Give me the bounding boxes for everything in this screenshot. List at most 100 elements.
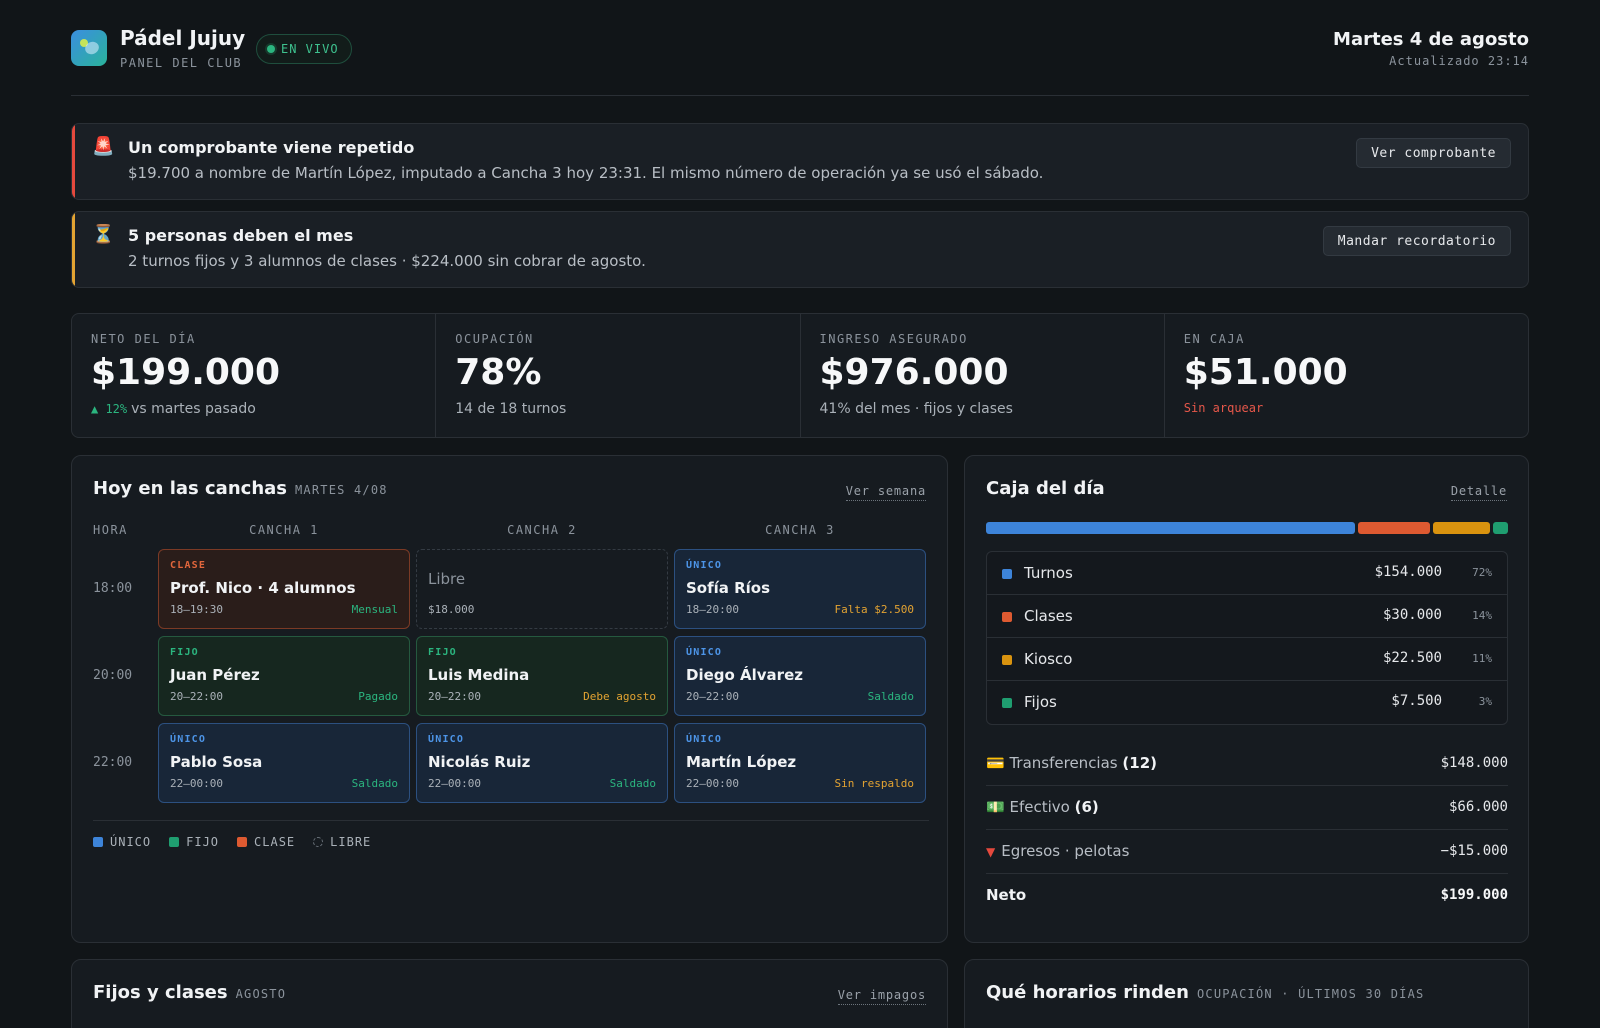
card-icon: 💳 [986,754,1005,772]
legend-swatch [93,837,103,847]
kpi-sub-warning: Sin arquear [1183,401,1264,415]
hour-column-header: HORA [93,523,128,537]
category-amount: $7.500 [1391,693,1442,709]
slot-status: Debe agosto [583,690,656,703]
slot-player: Diego Álvarez [686,666,803,684]
fixed-classes-panel: Fijos y clases AGOSTO Ver impagos [71,959,948,1028]
kpi-label: EN CAJA [1183,332,1245,346]
income-share-bar [986,522,1508,534]
club-name: Pádel Jujuy [120,26,246,50]
court-slot[interactable]: ÚNICO Diego Álvarez 20–22:00 Saldado [674,636,926,716]
court-slot[interactable]: FIJO Luis Medina 20–22:00 Debe agosto [416,636,668,716]
panel-title: Hoy en las canchas MARTES 4/08 [93,478,388,499]
hourglass-icon: ⏳ [92,224,115,245]
category-name: Fijos [1024,693,1057,711]
slot-type: FIJO [428,647,457,658]
hour-label: 20:00 [93,668,133,683]
slot-type: ÚNICO [686,734,723,745]
kpi-label: OCUPACIÓN [455,332,534,346]
court-slot[interactable]: CLASE Prof. Nico · 4 alumnos 18–19:30 Mensu… [158,549,410,629]
category-swatch [1002,569,1012,579]
category-percent: 3% [1478,695,1492,708]
court-slot-free[interactable]: Libre $18.000 [416,549,668,629]
send-reminder-button[interactable]: Mandar recordatorio [1322,226,1511,256]
legend-swatch [169,837,180,847]
kpi-sub: 41% del mes · fijos y clases [819,401,1013,417]
view-week-link[interactable]: Ver semana [845,484,926,501]
alert-title: 5 personas deben el mes [128,226,354,245]
slot-status: Falta $2.500 [834,603,914,616]
schedule-panel: Hoy en las canchas MARTES 4/08 Ver semana… [71,455,948,943]
schedule-legend: ÚNICO FIJO CLASE LIBRE [93,820,929,849]
club-subtitle: PANEL DEL CLUB [120,56,243,70]
payment-row-transfers: 💳 Transferencias (12) $148.000 [986,743,1508,786]
category-percent: 72% [1472,566,1492,579]
club-logo [71,30,107,66]
alert-title: Un comprobante viene repetido [128,138,415,157]
cash-panel: Caja del día Detalle Turnos $154.000 72% Cl… [964,455,1529,943]
court-header: CANCHA 2 [507,523,577,537]
kpi-secured-income: INGRESO ASEGURADO $976.000 41% del mes ·… [801,314,1165,437]
kpi-occupancy: OCUPACIÓN 78% 14 de 18 turnos [436,314,801,437]
down-arrow-icon: ▼ [986,845,996,859]
slot-type: ÚNICO [428,734,465,745]
slot-time: $18.000 [428,603,475,616]
payment-value: −$15.000 [1440,843,1508,859]
slot-type: CLASE [170,560,207,571]
category-percent: 11% [1472,652,1492,665]
kpi-sub: ▲ 12% vs martes pasado [91,401,256,417]
alert-body: 2 turnos fijos y 3 alumnos de clases · $… [128,252,646,270]
slot-type: ÚNICO [170,734,207,745]
alert-duplicate-receipt: 🚨 Un comprobante viene repetido $19.700 … [71,123,1529,200]
slot-time: 20–22:00 [170,690,223,703]
detail-link[interactable]: Detalle [1450,484,1507,501]
slot-player: Martín López [686,753,797,771]
panel-tag: MARTES 4/08 [295,483,388,497]
court-slot[interactable]: ÚNICO Sofía Ríos 18–20:00 Falta $2.500 [674,549,926,629]
panel-tag: OCUPACIÓN · ÚLTIMOS 30 DÍAS [1196,987,1425,1001]
net-label: Neto [986,886,1027,904]
category-amount: $154.000 [1374,564,1442,580]
slot-status: Saldado [867,690,914,703]
court-slot[interactable]: ÚNICO Martín López 22–00:00 Sin respaldo [674,723,926,803]
category-row: Fijos $7.500 3% [987,681,1507,724]
legend-item: ÚNICO [93,835,151,849]
slot-status: Sin respaldo [834,777,914,790]
live-label: EN VIVO [281,42,339,56]
payment-value: $148.000 [1440,755,1508,771]
category-row: Turnos $154.000 72% [987,552,1507,595]
view-unpaid-link[interactable]: Ver impagos [837,988,926,1005]
slot-time: 20–22:00 [686,690,739,703]
kpi-value: 78% [455,352,542,393]
net-value: $199.000 [1440,887,1508,903]
slot-type: ÚNICO [686,647,723,658]
panel-title: Qué horarios rinden OCUPACIÓN · ÚLTIMOS 3… [986,982,1425,1003]
kpi-value: $976.000 [819,352,1009,393]
court-header: CANCHA 1 [249,523,319,537]
category-row: Kiosco $22.500 11% [987,638,1507,681]
live-badge: EN VIVO [256,34,352,64]
panel-title: Caja del día [986,478,1105,499]
category-name: Clases [1024,607,1073,625]
court-header: CANCHA 3 [765,523,835,537]
share-segment [1492,522,1508,534]
kpi-sub-text: vs martes pasado [131,401,256,417]
slot-status: Saldado [609,777,656,790]
alert-accent [72,124,75,199]
slot-status: Saldado [351,777,398,790]
income-categories: Turnos $154.000 72% Clases $30.000 14% Kiosco $… [986,551,1508,725]
payment-value: $66.000 [1448,799,1508,815]
slot-status: Mensual [351,603,398,616]
category-amount: $30.000 [1382,607,1442,623]
view-receipt-button[interactable]: Ver comprobante [1356,138,1511,168]
court-slot[interactable]: ÚNICO Pablo Sosa 22–00:00 Saldado [158,723,410,803]
padel-ball-icon [80,39,88,47]
category-name: Kiosco [1024,650,1073,668]
legend-item: CLASE [237,835,295,849]
slot-time: 22–00:00 [170,777,223,790]
category-swatch [1002,655,1012,665]
court-slot[interactable]: FIJO Juan Pérez 20–22:00 Pagado [158,636,410,716]
legend-swatch [237,837,248,847]
court-slot[interactable]: ÚNICO Nicolás Ruiz 22–00:00 Saldado [416,723,668,803]
kpi-sub: 14 de 18 turnos [455,401,567,417]
